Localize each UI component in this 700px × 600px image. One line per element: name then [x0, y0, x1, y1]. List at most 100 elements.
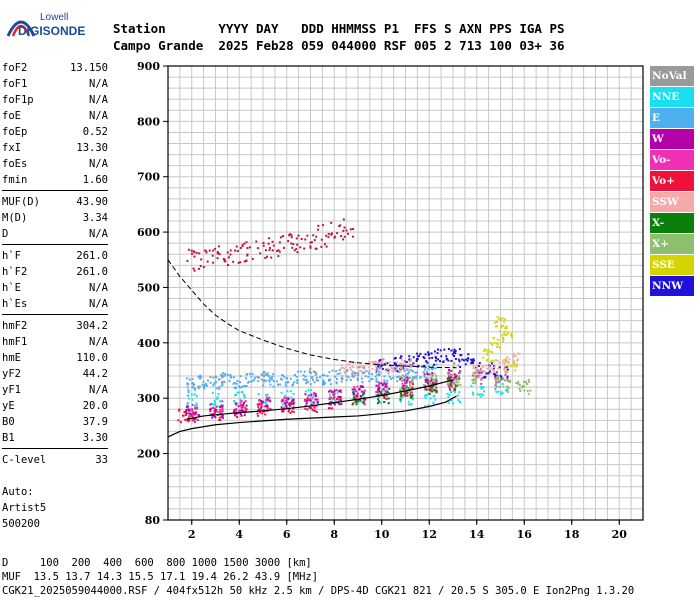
param-group-virtual-heights: h`F 261.0 h`F2 261.0 h`E N/A h`Es N/A — [2, 248, 108, 312]
data-point-e — [322, 382, 325, 385]
data-point-e — [276, 380, 279, 383]
data-point-w — [432, 382, 435, 385]
data-point-x+ — [526, 389, 529, 392]
upper-trace-point — [300, 238, 303, 241]
data-point-w — [185, 408, 188, 411]
data-point-sse — [493, 342, 496, 345]
x-tick-label: 14 — [469, 528, 485, 541]
data-point-vo- — [375, 390, 378, 393]
data-point-ssw — [343, 367, 346, 370]
data-point-ssw — [388, 361, 391, 364]
data-point-x- — [451, 380, 454, 383]
data-point-vo- — [329, 389, 332, 392]
data-point-nne — [186, 394, 189, 397]
data-point-nne — [328, 393, 331, 396]
data-point-nnw — [423, 364, 426, 367]
data-point-w — [339, 396, 342, 399]
upper-trace-point — [187, 248, 190, 251]
data-point-nne — [450, 391, 453, 394]
data-point-e — [374, 375, 377, 378]
data-point-e — [253, 376, 256, 379]
data-point-nnw — [471, 360, 474, 363]
data-point-e — [375, 378, 378, 381]
data-point-ssw — [355, 373, 358, 376]
data-point-e — [403, 375, 406, 378]
data-point-ssw — [379, 361, 382, 364]
data-point-vo+ — [316, 398, 319, 401]
data-point-x+ — [455, 381, 458, 384]
data-point-x- — [433, 389, 436, 392]
data-point-e — [334, 375, 337, 378]
data-point-w — [388, 387, 391, 390]
data-point-w — [426, 372, 429, 375]
data-point-e — [423, 375, 426, 378]
data-point-sse — [492, 360, 495, 363]
data-point-nne — [211, 391, 214, 394]
data-point-w — [448, 368, 451, 371]
upper-trace-point — [193, 269, 196, 272]
upper-trace-point — [205, 251, 208, 254]
data-point-nne — [482, 394, 485, 397]
data-point-x+ — [429, 373, 432, 376]
data-point-x- — [449, 383, 452, 386]
data-point-nne — [451, 402, 454, 405]
data-point-nne — [424, 405, 427, 408]
data-point-x- — [380, 393, 383, 396]
data-point-vo- — [431, 374, 434, 377]
data-point-sse — [486, 352, 489, 355]
data-point-w — [353, 393, 356, 396]
data-point-vo- — [219, 411, 222, 414]
upper-trace-point — [306, 234, 309, 237]
param-value: 0.52 — [82, 126, 108, 138]
data-point-w — [193, 418, 196, 421]
data-point-e — [201, 383, 204, 386]
data-point-w — [221, 404, 224, 407]
data-point-ssw — [399, 367, 402, 370]
data-point-e — [263, 371, 266, 374]
data-point-ssw — [384, 369, 387, 372]
data-point-w — [304, 393, 307, 396]
data-point-noval — [457, 364, 460, 367]
param-row: h`Es N/A — [2, 296, 108, 312]
data-point-nne — [333, 394, 336, 397]
data-point-x+ — [507, 380, 510, 383]
data-point-w — [239, 413, 242, 416]
data-point-sse — [504, 333, 507, 336]
data-point-vo- — [258, 399, 261, 402]
data-point-nne — [193, 406, 196, 409]
data-point-x- — [433, 382, 436, 385]
data-point-noval — [260, 373, 263, 376]
data-point-e — [430, 366, 433, 369]
data-point-w — [405, 379, 408, 382]
data-point-e — [427, 365, 430, 368]
data-point-noval — [209, 375, 212, 378]
data-point-nnw — [377, 363, 380, 366]
data-point-e — [323, 382, 326, 385]
data-point-ssw — [374, 368, 377, 371]
data-point-ssw — [512, 356, 515, 359]
data-point-noval — [221, 376, 224, 379]
data-point-e — [335, 370, 338, 373]
data-point-w — [338, 390, 341, 393]
data-point-nnw — [506, 376, 509, 379]
data-point-w — [243, 401, 246, 404]
data-point-e — [248, 380, 251, 383]
data-point-sse — [496, 320, 499, 323]
data-point-w — [353, 388, 356, 391]
upper-trace-point — [271, 249, 274, 252]
upper-trace-point — [342, 229, 345, 232]
x-tick-label: 4 — [235, 528, 243, 541]
data-point-nnw — [439, 349, 442, 352]
data-point-e — [193, 387, 196, 390]
upper-trace-point — [264, 249, 267, 252]
upper-trace-point — [223, 258, 226, 261]
data-point-nne — [427, 404, 430, 407]
data-point-nne — [191, 398, 194, 401]
data-point-e — [256, 376, 259, 379]
param-group-confidence: C-level 33 — [2, 452, 108, 468]
param-label: yF2 — [2, 368, 21, 380]
data-point-vo- — [191, 408, 194, 411]
data-point-x+ — [476, 370, 479, 373]
data-point-ssw — [475, 363, 478, 366]
data-point-vo+ — [404, 394, 407, 397]
